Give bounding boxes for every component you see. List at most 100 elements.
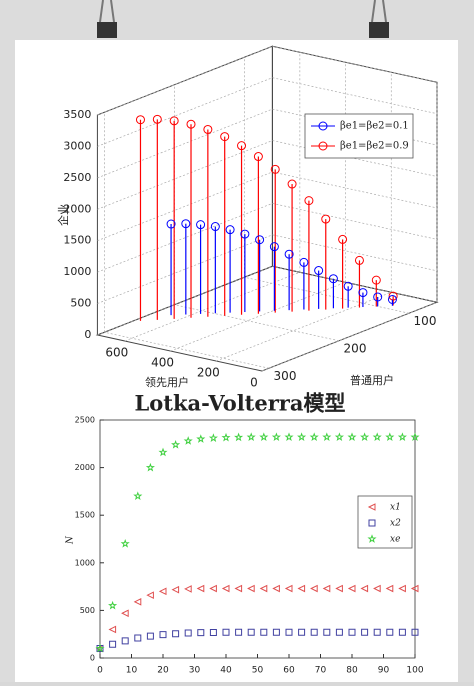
marker [159,631,167,639]
marker [95,643,105,653]
marker [208,433,218,442]
x-tick-label: 80 [346,666,358,676]
y-tick-label: 1500 [75,511,95,520]
grid-line [244,276,410,314]
marker [347,584,356,593]
marker [172,630,180,638]
marker [284,584,293,593]
x-tick-label: 200 [344,341,367,355]
legend-label: βe1=βe2=0.9 [340,141,409,152]
clip-right [369,0,389,38]
marker [171,439,181,449]
marker [297,584,306,593]
grid-line [97,203,273,273]
marker [166,219,176,229]
marker [135,115,145,125]
marker [285,628,293,636]
marker [220,132,230,142]
grid-line [174,304,340,342]
marker [322,584,331,593]
marker [318,141,328,151]
marker [184,629,192,637]
grid-line [104,331,270,369]
grid-line [97,234,273,304]
marker [309,432,319,442]
marker [298,628,306,636]
grid-line [97,45,273,116]
y-tick-label: 0 [250,376,258,390]
marker [247,628,255,636]
marker [367,534,377,543]
marker [108,600,118,610]
y-tick-label: 1000 [75,558,95,567]
marker [237,141,247,151]
marker [146,632,154,640]
y-tick-label: 2500 [75,416,95,425]
marker [169,116,179,126]
y-tick-label: 600 [105,346,128,360]
marker [323,628,331,636]
marker [386,628,394,636]
marker [222,628,230,636]
marker [388,291,398,301]
marker [368,519,376,527]
marker [259,584,268,593]
marker [209,584,217,593]
marker [398,628,406,636]
marker [96,644,104,652]
x-tick-label: 60 [283,666,295,676]
z-axis-label: 企业 [56,204,70,226]
grid-line [97,108,273,179]
marker [373,584,381,593]
z-tick-label: 2500 [63,171,91,184]
x-tick-label: 90 [378,666,390,676]
z-tick-label: 500 [70,297,91,310]
grid-line [272,234,438,272]
grid-line [272,45,438,83]
marker [196,220,206,230]
grid-line [272,203,438,240]
marker [146,591,154,599]
marker [354,255,364,265]
grid-line [97,77,273,147]
legend [357,495,413,549]
marker [184,585,192,593]
x-tick-label: 100 [414,314,437,328]
marker [358,288,368,298]
x-tick-label: 0 [97,666,103,676]
marker [328,274,338,284]
marker [360,584,369,593]
marker [385,584,394,593]
y-tick-label: 500 [80,606,95,615]
marker [398,584,406,593]
marker [234,432,244,442]
marker [253,152,263,162]
marker [196,434,206,443]
grid-line [97,265,273,336]
marker [209,628,217,636]
marker [372,432,382,442]
marker [318,121,328,131]
x-tick-label: 40 [220,666,232,676]
x-tick-label: 100 [406,666,423,676]
marker [335,628,343,636]
x-tick-label: 30 [189,666,201,676]
z-tick-label: 2000 [63,202,91,215]
marker [272,584,280,593]
marker [203,124,213,134]
marker [255,235,265,245]
marker [158,587,167,596]
marker [373,628,381,636]
marker [260,628,268,636]
y-tick-label: 400 [151,356,174,370]
x-tick-label: 20 [157,666,169,676]
marker [196,584,205,593]
marker [343,281,353,291]
marker [410,432,420,442]
marker [371,275,381,285]
marker [121,609,129,618]
marker [348,628,356,636]
clip-left [97,0,117,38]
marker [246,432,256,442]
